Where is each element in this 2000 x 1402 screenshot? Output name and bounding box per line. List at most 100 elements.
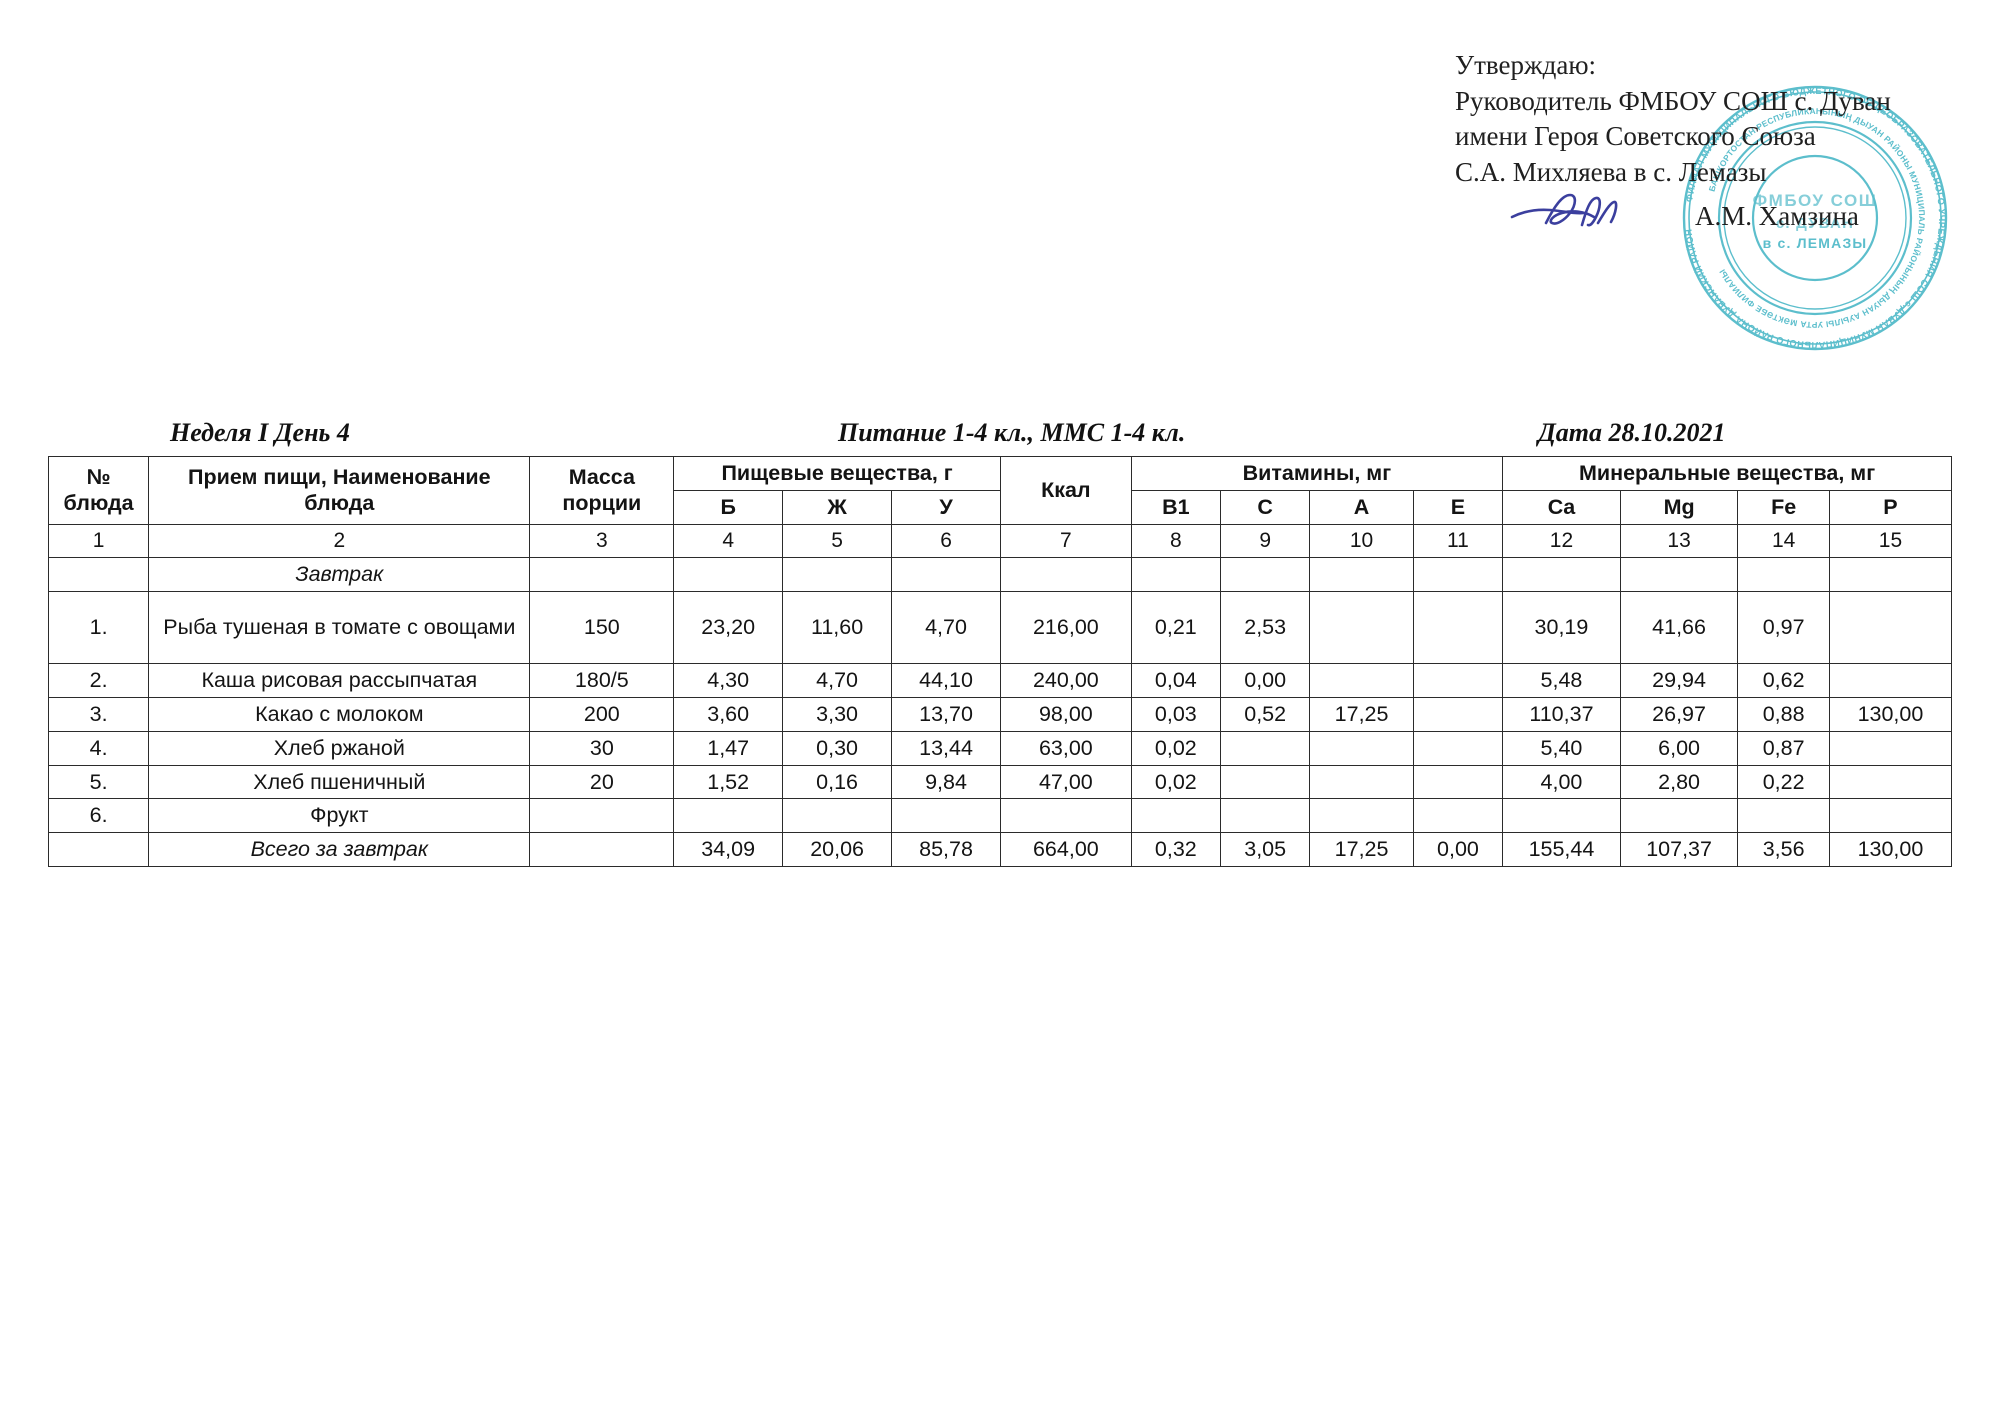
total-label: Всего за завтрак	[148, 832, 531, 868]
row-kcal: 63,00	[1000, 730, 1132, 766]
row-mineral-fe: 0,88	[1737, 696, 1830, 732]
row-protein: 23,20	[673, 590, 784, 664]
row-vitamin-b1: 0,03	[1130, 696, 1222, 732]
row-mass: 200	[529, 696, 675, 732]
column-number: 2	[148, 523, 531, 559]
column-number: 7	[1000, 523, 1132, 559]
row-carbs	[891, 798, 1001, 834]
approval-line-3: имени Героя Советского Союза	[1455, 121, 1816, 152]
row-fat	[782, 798, 893, 834]
table-row: 4. Хлеб ржаной 30 1,47 0,30 13,44 63,00 …	[47, 730, 1953, 766]
header-mineral-ca: Ca	[1502, 489, 1621, 525]
column-number: 1	[47, 523, 150, 559]
row-vitamin-a	[1309, 590, 1414, 664]
row-mineral-ca	[1502, 798, 1621, 834]
row-carbs: 13,44	[891, 730, 1001, 766]
row-mineral-mg: 41,66	[1619, 590, 1739, 664]
total-mineral-mg: 107,37	[1619, 832, 1739, 868]
row-dish-name: Какао с молоком	[148, 696, 531, 732]
row-vitamin-b1: 0,02	[1130, 730, 1222, 766]
row-mineral-p	[1828, 764, 1953, 800]
total-mineral-p: 130,00	[1828, 832, 1953, 868]
total-fat: 20,06	[782, 832, 893, 868]
header-vitamin-c: С	[1220, 489, 1311, 525]
column-number: 13	[1619, 523, 1739, 559]
table-header-row-subcolumns: Б Ж У В1 С А Е Ca Mg Fe P	[49, 489, 1953, 525]
row-number: 4.	[47, 730, 150, 766]
row-mineral-p	[1828, 730, 1953, 766]
row-vitamin-c	[1220, 730, 1311, 766]
svg-text:ФМБОУ СОШ: ФМБОУ СОШ	[1753, 191, 1878, 210]
table-row: 1. Рыба тушеная в томате с овощами 150 2…	[47, 590, 1953, 664]
row-fat: 4,70	[782, 662, 893, 698]
caption-meal-plan: Питание 1-4 кл., ММС 1-4 кл.	[838, 418, 1186, 447]
table-row: 5. Хлеб пшеничный 20 1,52 0,16 9,84 47,0…	[47, 764, 1953, 800]
row-vitamin-a	[1309, 764, 1414, 800]
row-kcal: 216,00	[1000, 590, 1132, 664]
caption-week-day: Неделя I День 4	[170, 418, 350, 447]
header-group-nutrients: Пищевые вещества, г	[673, 456, 1001, 491]
row-protein: 3,60	[673, 696, 784, 732]
meal-section-empty	[1502, 557, 1621, 592]
svg-text:с. ДУВАН: с. ДУВАН	[1776, 215, 1854, 232]
row-protein: 1,52	[673, 764, 784, 800]
meal-section-empty	[1309, 557, 1414, 592]
header-carbs: У	[891, 489, 1001, 525]
row-mineral-ca: 5,48	[1502, 662, 1621, 698]
approval-line-1: Утверждаю:	[1455, 50, 1597, 80]
meal-section-empty	[891, 557, 1001, 592]
header-portion-mass: Масса порции	[529, 456, 675, 525]
row-mineral-mg: 29,94	[1619, 662, 1739, 698]
table-column-numbers-row: 1 2 3 4 5 6 7 8 9 10 11 12 13 14 15	[47, 523, 1953, 559]
header-protein: Б	[673, 489, 784, 525]
table-row: 2. Каша рисовая рассыпчатая 180/5 4,30 4…	[47, 662, 1953, 698]
total-kcal: 664,00	[1000, 832, 1132, 868]
svg-text:в с. ЛЕМАЗЫ: в с. ЛЕМАЗЫ	[1763, 235, 1868, 251]
row-mineral-mg: 6,00	[1619, 730, 1739, 766]
row-protein: 1,47	[673, 730, 784, 766]
row-mineral-p	[1828, 590, 1953, 664]
row-vitamin-e	[1412, 730, 1504, 766]
row-mineral-ca: 4,00	[1502, 764, 1621, 800]
row-kcal: 47,00	[1000, 764, 1132, 800]
row-vitamin-b1: 0,02	[1130, 764, 1222, 800]
row-vitamin-e	[1412, 798, 1504, 834]
round-official-seal-icon: ФИЛИАЛ МУНИЦИПАЛЬНОГО БЮДЖЕТНОГО ОБЩЕОБР…	[1682, 85, 1948, 351]
row-vitamin-b1	[1130, 798, 1222, 834]
row-vitamin-e	[1412, 696, 1504, 732]
row-vitamin-a: 17,25	[1309, 696, 1414, 732]
row-mineral-fe: 0,22	[1737, 764, 1830, 800]
header-group-vitamins: Витамины, мг	[1130, 456, 1504, 491]
row-mineral-fe: 0,97	[1737, 590, 1830, 664]
column-number: 11	[1412, 523, 1504, 559]
row-vitamin-e	[1412, 662, 1504, 698]
meal-section-empty	[1412, 557, 1504, 592]
row-mass: 30	[529, 730, 675, 766]
approval-line-2: Руководитель ФМБОУ СОШ с. Дуван	[1455, 85, 1891, 116]
row-dish-name: Фрукт	[148, 798, 531, 834]
row-vitamin-e	[1412, 590, 1504, 664]
total-carbs: 85,78	[891, 832, 1001, 868]
table-caption: Неделя I День 4 Питание 1-4 кл., ММС 1-4…	[48, 418, 1952, 456]
row-vitamin-a	[1309, 662, 1414, 698]
signature-row: А.М. Хамзина	[1455, 193, 1995, 235]
row-mineral-ca: 30,19	[1502, 590, 1621, 664]
row-dish-name: Хлеб пшеничный	[148, 764, 531, 800]
meal-section-empty	[1828, 557, 1953, 592]
row-mass: 180/5	[529, 662, 675, 698]
signer-name: А.М. Хамзина	[1695, 200, 1859, 231]
row-mineral-fe: 0,87	[1737, 730, 1830, 766]
row-carbs: 44,10	[891, 662, 1001, 698]
signature-scribble-icon	[1510, 193, 1618, 226]
row-number: 1.	[47, 590, 150, 664]
table-header-row-groups: № блюда Прием пищи, Наименование блюда М…	[47, 456, 1952, 525]
total-empty-no	[47, 832, 150, 868]
meal-section-empty	[1619, 557, 1739, 592]
meal-section-row: Завтрак	[47, 557, 1953, 592]
meal-section-empty	[673, 557, 784, 592]
breakfast-total-row: Всего за завтрак 34,09 20,06 85,78 664,0…	[47, 832, 1953, 868]
column-number: 5	[782, 523, 893, 559]
row-carbs: 4,70	[891, 590, 1001, 664]
row-mineral-mg	[1619, 798, 1739, 834]
total-vitamin-b1: 0,32	[1130, 832, 1222, 868]
